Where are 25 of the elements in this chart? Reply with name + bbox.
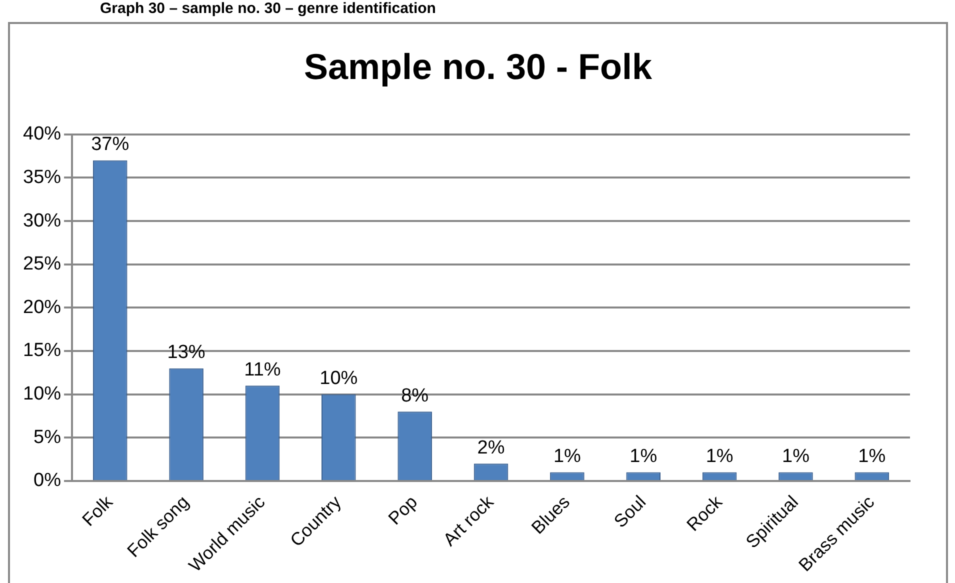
data-label: 10% [320,368,358,390]
x-tick-label: Art rock [439,491,498,550]
caption: Graph 30 – sample no. 30 – genre identification [100,0,436,17]
y-tick-label: 35% [22,166,62,188]
data-label: 1% [630,446,658,468]
data-label: 11% [244,359,281,380]
y-tick-label: 10% [22,384,62,405]
data-label: 1% [553,446,582,468]
data-label: 2% [477,437,505,458]
data-label: 37% [91,134,130,156]
x-tick-label: Pop [384,492,422,529]
y-tick-label: 25% [22,254,62,275]
y-tick-label: 5% [34,426,62,448]
data-label: 13% [167,342,206,364]
data-label: 8% [401,385,429,406]
chart-title: Sample no. 30 - Folk [302,46,654,88]
x-tick-label: Folk [78,491,118,530]
y-tick-label: 0% [34,470,62,492]
data-label: 1% [858,446,886,468]
y-tick-label: 20% [22,296,62,318]
y-tick-label: 15% [22,340,62,362]
y-tick-label: 40% [22,124,62,145]
y-tick-label: 30% [22,210,62,232]
data-label: 1% [706,446,734,468]
data-label: 1% [782,446,810,468]
